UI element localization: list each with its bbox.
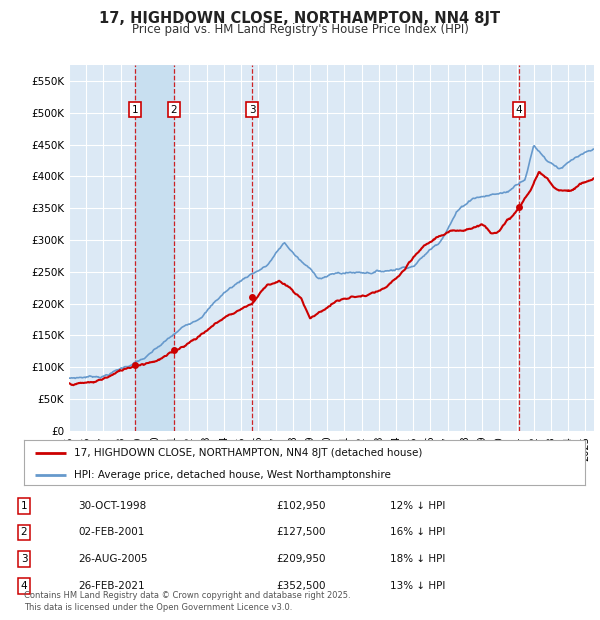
Text: 3: 3 [20,554,28,564]
Text: £127,500: £127,500 [276,528,325,538]
Text: Price paid vs. HM Land Registry's House Price Index (HPI): Price paid vs. HM Land Registry's House … [131,23,469,36]
Text: 26-FEB-2021: 26-FEB-2021 [78,581,145,591]
Text: HPI: Average price, detached house, West Northamptonshire: HPI: Average price, detached house, West… [74,470,391,480]
Text: 02-FEB-2001: 02-FEB-2001 [78,528,145,538]
Text: 2: 2 [20,528,28,538]
Text: Contains HM Land Registry data © Crown copyright and database right 2025.
This d: Contains HM Land Registry data © Crown c… [24,591,350,612]
Text: 26-AUG-2005: 26-AUG-2005 [78,554,148,564]
Text: 30-OCT-1998: 30-OCT-1998 [78,501,146,511]
Text: 1: 1 [20,501,28,511]
Text: 4: 4 [516,105,523,115]
Text: 1: 1 [131,105,138,115]
Text: 17, HIGHDOWN CLOSE, NORTHAMPTON, NN4 8JT (detached house): 17, HIGHDOWN CLOSE, NORTHAMPTON, NN4 8JT… [74,448,423,458]
Text: 2: 2 [170,105,177,115]
Text: 17, HIGHDOWN CLOSE, NORTHAMPTON, NN4 8JT: 17, HIGHDOWN CLOSE, NORTHAMPTON, NN4 8JT [100,11,500,26]
Text: 18% ↓ HPI: 18% ↓ HPI [390,554,445,564]
Text: 13% ↓ HPI: 13% ↓ HPI [390,581,445,591]
Text: £209,950: £209,950 [276,554,325,564]
Text: 4: 4 [20,581,28,591]
Text: £102,950: £102,950 [276,501,325,511]
Text: £352,500: £352,500 [276,581,325,591]
Text: 3: 3 [249,105,256,115]
Text: 12% ↓ HPI: 12% ↓ HPI [390,501,445,511]
Bar [135,65,174,431]
Text: 16% ↓ HPI: 16% ↓ HPI [390,528,445,538]
